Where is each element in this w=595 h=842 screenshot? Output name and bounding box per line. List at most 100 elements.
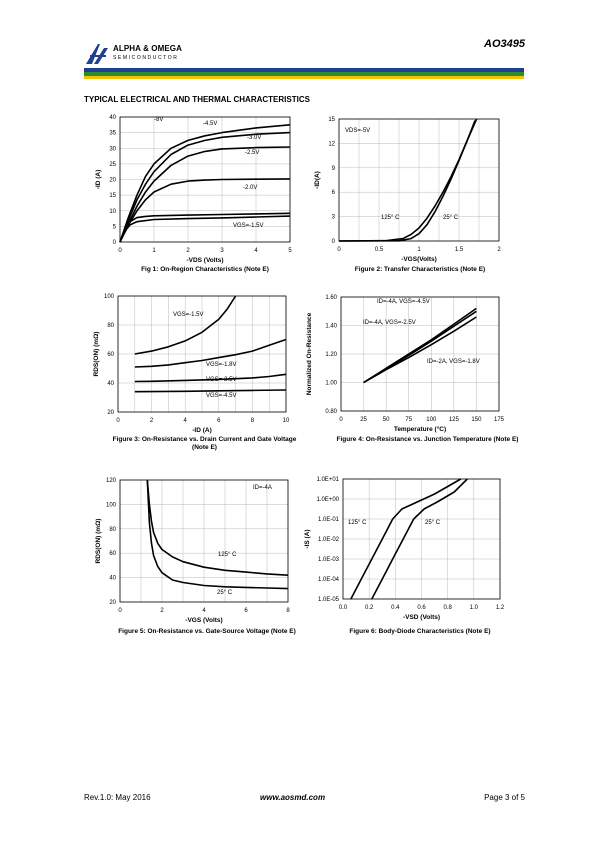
chart-fig5: 0 2 4 6 8 20 40 60 80 100 120 -VGS (Volts) RDS(ON) (… — [95, 478, 290, 624]
fig3-annotation: VGS=-4.5V — [206, 393, 237, 399]
fig3-y-axis-label: RDS(ON) (mΩ) — [93, 332, 100, 377]
fig2-x-tick-label: 0 — [337, 247, 341, 253]
fig2-plot-frame — [338, 118, 500, 242]
fig2-y-tick-label: 9 — [332, 166, 336, 172]
brand-name: ALPHA & OMEGA — [113, 44, 183, 53]
fig6-x-tick-label: 1.2 — [496, 605, 505, 611]
fig4-annotation: ID=-4A, VGS=-2.5V — [363, 320, 416, 326]
fig3-series-1 — [134, 338, 287, 368]
fig5-x-tick-label: 8 — [286, 608, 290, 614]
chart-fig2: 0 0.5 1 1.5 2 0 3 6 9 12 15 -VGS(Volts) -ID(A) VDS=-5… — [314, 117, 501, 263]
company-logo — [84, 42, 110, 66]
fig3-y-tick-label: 100 — [104, 294, 115, 300]
fig1-y-tick-label: 5 — [113, 224, 117, 230]
caption-fig1: Fig 1: On-Region Characteristics (Note E… — [141, 266, 269, 273]
fig6-y-tick-label: 1.0E+00 — [316, 497, 339, 503]
fig6-y-tick-label: 1.0E-05 — [318, 597, 340, 603]
fig3-x-tick-label: 4 — [184, 418, 188, 424]
fig5-y-tick-label: 100 — [106, 502, 117, 508]
fig5-x-axis-label: -VGS (Volts) — [185, 617, 222, 624]
fig1-y-tick-label: 20 — [109, 178, 116, 184]
chart-fig4: 0 25 50 75 100 125 150 175 0.80 1.00 1.20 1.40 1.60 T… — [306, 295, 505, 433]
fig5-y-tick-label: 120 — [106, 478, 117, 484]
fig3-plot-frame — [117, 295, 287, 413]
brand-subtitle: SEMICONDUCTOR — [113, 55, 179, 61]
fig6-y-tick-label: 1.0E-01 — [318, 517, 340, 523]
fig1-y-tick-label: 35 — [109, 131, 116, 137]
footer-page-number: Page 3 of 5 — [484, 793, 525, 802]
fig6-x-tick-label: 1.0 — [470, 605, 479, 611]
fig2-x-tick-label: 2 — [497, 247, 501, 253]
fig6-y-axis-label: -IS (A) — [304, 529, 311, 548]
fig4-x-tick-label: 25 — [360, 417, 367, 423]
fig5-annotation: ID=-4A — [253, 485, 272, 491]
fig2-y-tick-label: 6 — [332, 190, 336, 196]
fig1-x-tick-label: 3 — [220, 248, 224, 254]
fig3-x-tick-label: 0 — [116, 418, 120, 424]
fig4-x-tick-label: 175 — [494, 417, 505, 423]
header-stripes — [84, 68, 524, 79]
fig6-x-tick-label: 0.4 — [391, 605, 400, 611]
fig5-annotation: 125° C — [218, 552, 237, 558]
fig4-x-tick-label: 150 — [471, 417, 482, 423]
fig2-y-tick-label: 3 — [332, 215, 336, 221]
fig1-svg: 0 1 2 3 4 5 0 5 10 15 20 25 30 35 40 -VDS (Volts) -ID (A… — [95, 115, 292, 264]
fig3-y-tick-label: 20 — [107, 410, 114, 416]
fig3-y-tick-label: 80 — [107, 323, 114, 329]
caption-fig6: Figure 6: Body-Diode Characteristics (No… — [349, 628, 491, 635]
fig5-y-tick-label: 40 — [109, 576, 116, 582]
fig3-y-tick-label: 40 — [107, 381, 114, 387]
fig6-annotation: 25° C — [425, 520, 441, 526]
fig1-y-tick-label: 40 — [109, 115, 116, 121]
caption-fig4: Figure 4: On-Resistance vs. Junction Tem… — [336, 436, 519, 443]
fig2-svg: 0 0.5 1 1.5 2 0 3 6 9 12 15 -VGS(Volts) -ID(A) VDS=-5… — [314, 117, 501, 263]
fig6-series-1 — [371, 478, 468, 600]
fig6-plot-frame — [342, 478, 501, 600]
fig2-series-1 — [338, 118, 478, 242]
fig6-series-0 — [350, 478, 462, 600]
fig2-annotation: 25° C — [443, 215, 459, 221]
fig2-y-tick-label: 12 — [328, 141, 335, 147]
fig5-y-axis-label: RDS(ON) (mΩ) — [95, 519, 102, 564]
section-title: TYPICAL ELECTRICAL AND THERMAL CHARACTER… — [84, 95, 310, 104]
fig2-x-tick-label: 0.5 — [375, 247, 384, 253]
fig3-series-3 — [134, 389, 287, 393]
footer-url[interactable]: www.aosmd.com — [260, 793, 326, 802]
fig3-x-tick-label: 8 — [251, 418, 255, 424]
fig1-series-vgs-1.5 — [119, 215, 291, 243]
fig4-annotation: ID=-2A, VGS=-1.8V — [427, 359, 480, 365]
fig2-x-axis-label: -VGS(Volts) — [401, 256, 437, 263]
fig6-svg: 0.0 0.2 0.4 0.6 0.8 1.0 1.2 1.0E-05 1.0E-04 1.0E-… — [304, 477, 505, 621]
fig2-annotation: VDS=-5V — [345, 128, 370, 134]
fig3-y-tick-label: 60 — [107, 352, 114, 358]
fig4-x-tick-label: 100 — [426, 417, 437, 423]
fig6-x-tick-label: 0.8 — [443, 605, 452, 611]
fig5-annotation: 25° C — [217, 590, 233, 596]
fig1-y-tick-label: 0 — [113, 240, 117, 246]
fig5-y-tick-label: 80 — [109, 527, 116, 533]
fig6-y-tick-label: 1.0E+01 — [316, 477, 339, 483]
fig5-x-tick-label: 0 — [118, 608, 122, 614]
fig3-x-tick-label: 10 — [283, 418, 290, 424]
fig1-annotation: -2.0V — [243, 185, 257, 191]
caption-fig5: Figure 5: On-Resistance vs. Gate-Source … — [118, 628, 296, 635]
fig4-annotation: ID=-4A, VGS=-4.5V — [377, 299, 430, 305]
fig1-annotation: -2.5V — [245, 150, 259, 156]
chart-fig1: 0 1 2 3 4 5 0 5 10 15 20 25 30 35 40 -VDS (Volts) -ID (A… — [95, 115, 292, 264]
fig4-y-axis-label: Normalized On-Resistance — [306, 312, 313, 395]
fig1-y-tick-label: 15 — [109, 193, 116, 199]
part-number: AO3495 — [484, 38, 525, 50]
fig3-series-2 — [134, 373, 287, 383]
fig1-annotation: -3.0V — [247, 135, 261, 141]
fig1-annotation: VGS=-1.5V — [233, 223, 264, 229]
fig1-x-tick-label: 0 — [118, 248, 122, 254]
caption-fig3: Figure 3: On-Resistance vs. Drain Curren… — [112, 436, 297, 451]
fig5-x-tick-label: 4 — [202, 608, 206, 614]
fig2-y-tick-label: 15 — [328, 117, 335, 123]
fig6-y-tick-label: 1.0E-04 — [318, 577, 340, 583]
fig1-x-tick-label: 5 — [288, 248, 292, 254]
fig5-series-0 — [146, 479, 289, 576]
fig5-x-tick-label: 2 — [160, 608, 164, 614]
fig5-y-tick-label: 20 — [109, 600, 116, 606]
fig2-y-tick-label: 0 — [332, 239, 336, 245]
